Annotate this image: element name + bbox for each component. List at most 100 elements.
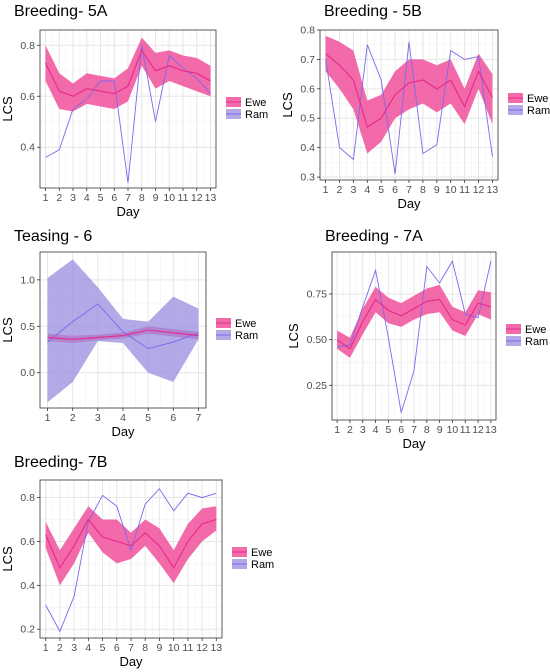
x-tick-label: 8 bbox=[142, 642, 148, 654]
x-tick-label: 9 bbox=[437, 424, 443, 436]
series-line-ram bbox=[325, 41, 493, 175]
x-tick-label: 13 bbox=[210, 642, 222, 654]
x-tick-label: 1 bbox=[43, 642, 49, 654]
x-tick-label: 1 bbox=[43, 192, 49, 204]
x-tick-label: 3 bbox=[95, 412, 101, 424]
chart-title: Teasing - 6 bbox=[14, 228, 92, 245]
x-axis-label: Day bbox=[116, 204, 140, 219]
x-tick-label: 5 bbox=[98, 192, 104, 204]
x-tick-label: 8 bbox=[139, 192, 145, 204]
x-tick-label: 12 bbox=[196, 642, 208, 654]
ribbon-ram bbox=[47, 259, 199, 403]
x-tick-label: 3 bbox=[350, 184, 356, 196]
x-tick-label: 5 bbox=[145, 412, 151, 424]
legend-label-ewe: Ewe bbox=[245, 97, 266, 109]
x-tick-label: 13 bbox=[487, 184, 499, 196]
y-tick-label: 0.6 bbox=[300, 83, 315, 95]
x-tick-label: 1 bbox=[334, 424, 340, 436]
x-axis-label: Day bbox=[397, 196, 421, 211]
chart-title: Breeding - 5B bbox=[324, 3, 422, 20]
x-tick-label: 12 bbox=[191, 192, 203, 204]
x-tick-label: 7 bbox=[128, 642, 134, 654]
y-tick-label: 0.8 bbox=[20, 40, 35, 52]
x-tick-label: 11 bbox=[178, 192, 189, 204]
legend-label-ewe: Ewe bbox=[527, 93, 548, 105]
legend-label-ram: Ram bbox=[245, 109, 268, 121]
x-tick-label: 5 bbox=[100, 642, 106, 654]
legend-label-ram: Ram bbox=[525, 336, 548, 348]
x-tick-label: 9 bbox=[434, 184, 440, 196]
x-tick-label: 4 bbox=[120, 412, 126, 424]
y-tick-label: 0.2 bbox=[20, 624, 35, 636]
x-tick-label: 3 bbox=[70, 192, 76, 204]
x-tick-label: 4 bbox=[85, 642, 91, 654]
x-tick-label: 6 bbox=[170, 412, 176, 424]
x-tick-label: 2 bbox=[337, 184, 343, 196]
y-tick-label: 1.0 bbox=[20, 274, 35, 286]
x-tick-label: 4 bbox=[84, 192, 90, 204]
series-line-ewe bbox=[325, 53, 493, 128]
x-tick-label: 2 bbox=[347, 424, 353, 436]
y-tick-label: 0.4 bbox=[20, 580, 35, 592]
x-tick-label: 9 bbox=[153, 192, 159, 204]
x-tick-label: 10 bbox=[168, 642, 180, 654]
x-tick-label: 4 bbox=[373, 424, 379, 436]
y-tick-label: 0.6 bbox=[20, 536, 35, 548]
x-tick-label: 11 bbox=[182, 642, 193, 654]
legend-label-ram: Ram bbox=[235, 330, 258, 342]
y-tick-label: 0.8 bbox=[300, 25, 315, 37]
legend-label-ewe: Ewe bbox=[251, 547, 272, 559]
y-tick-label: 0.50 bbox=[307, 334, 328, 346]
x-tick-label: 1 bbox=[323, 184, 329, 196]
y-axis-label: LCS bbox=[280, 92, 295, 118]
y-axis-label: LCS bbox=[0, 317, 15, 343]
series-line-ram bbox=[45, 45, 211, 183]
y-axis-label: LCS bbox=[0, 96, 15, 122]
y-tick-label: 0.5 bbox=[20, 321, 35, 333]
y-tick-label: 0.75 bbox=[307, 289, 328, 301]
x-tick-label: 3 bbox=[71, 642, 77, 654]
x-tick-label: 13 bbox=[485, 424, 497, 436]
y-tick-label: 0.25 bbox=[307, 380, 328, 392]
y-tick-label: 0.0 bbox=[20, 367, 35, 379]
y-axis-label: LCS bbox=[286, 323, 301, 349]
x-tick-label: 13 bbox=[205, 192, 217, 204]
chart-title: Breeding- 5A bbox=[14, 3, 108, 20]
x-tick-label: 8 bbox=[424, 424, 430, 436]
x-tick-label: 4 bbox=[364, 184, 370, 196]
chart-panel-2: Breeding - 5B1 2 3 4 5 6 7 8 9 10 11 12 130.30.40.50… bbox=[280, 3, 550, 211]
x-tick-label: 2 bbox=[56, 192, 62, 204]
x-tick-label: 10 bbox=[163, 192, 175, 204]
ribbon-ewe bbox=[325, 35, 493, 154]
series-line-ewe bbox=[45, 49, 211, 97]
x-tick-label: 12 bbox=[472, 424, 484, 436]
legend-label-ram: Ram bbox=[527, 105, 550, 117]
series-line-ewe bbox=[47, 329, 199, 340]
x-tick-label: 2 bbox=[70, 412, 76, 424]
x-tick-label: 7 bbox=[411, 424, 417, 436]
x-tick-label: 7 bbox=[125, 192, 131, 204]
legend-label-ewe: Ewe bbox=[525, 324, 546, 336]
ribbon-ewe bbox=[337, 284, 491, 358]
x-tick-label: 5 bbox=[385, 424, 391, 436]
x-tick-label: 3 bbox=[360, 424, 366, 436]
y-tick-label: 0.4 bbox=[20, 142, 35, 154]
y-tick-label: 0.5 bbox=[300, 113, 315, 125]
series-line-ram bbox=[45, 488, 217, 633]
x-tick-label: 7 bbox=[406, 184, 412, 196]
x-tick-label: 6 bbox=[111, 192, 117, 204]
x-tick-label: 11 bbox=[460, 424, 471, 436]
y-tick-label: 0.6 bbox=[20, 91, 35, 103]
x-tick-label: 6 bbox=[398, 424, 404, 436]
x-tick-label: 5 bbox=[378, 184, 384, 196]
y-axis-label: LCS bbox=[0, 546, 15, 572]
x-axis-label: Day bbox=[119, 654, 143, 669]
chart-title: Breeding - 7A bbox=[325, 228, 423, 245]
y-tick-label: 0.3 bbox=[300, 172, 315, 184]
chart-panel-4: Breeding - 7A1 2 3 4 5 6 7 8 9 10 11 12 130.250.500.… bbox=[286, 228, 548, 451]
chart-panel-1: Breeding- 5A1 2 3 4 5 6 7 8 9 10 11 12 130.40.60.8Da… bbox=[0, 3, 268, 219]
